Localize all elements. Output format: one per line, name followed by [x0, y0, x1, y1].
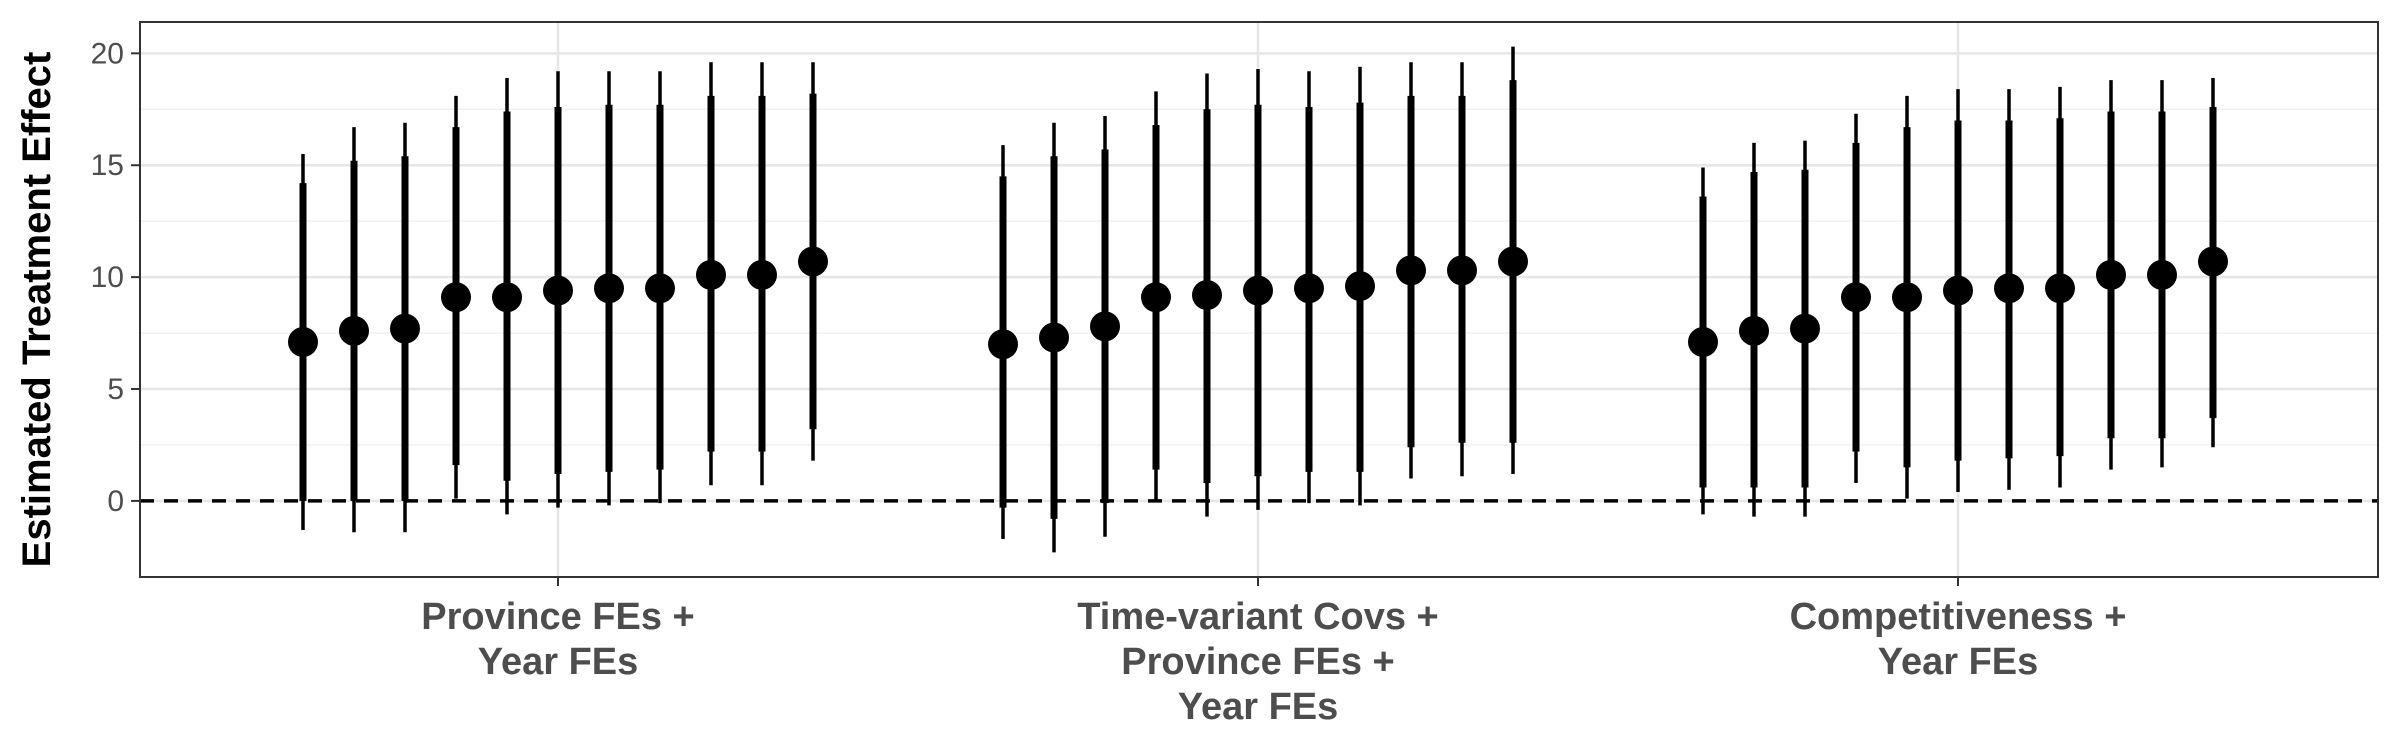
- estimate-point: [1345, 271, 1375, 302]
- x-category-label-line: Province FEs +: [1121, 641, 1395, 683]
- x-category-label: Competitiveness + Year FEs: [1790, 596, 2127, 683]
- x-category-label-line: Year FEs: [1878, 641, 2039, 683]
- estimate-point: [696, 259, 726, 290]
- estimate-point: [2096, 259, 2126, 290]
- y-tick-label: 5: [107, 373, 124, 406]
- marks-layer: [288, 46, 2228, 553]
- estimate-point: [1192, 280, 1222, 311]
- estimate-point: [594, 273, 624, 304]
- estimate-point: [1447, 255, 1477, 286]
- estimate-point: [1994, 273, 2024, 304]
- estimate-point: [2198, 246, 2228, 277]
- estimate-point: [441, 282, 471, 313]
- estimate-point: [1294, 273, 1324, 304]
- estimate-point: [2147, 259, 2177, 290]
- estimate-point: [390, 313, 420, 344]
- estimate-point: [543, 275, 573, 306]
- estimate-point: [1892, 282, 1922, 313]
- estimate-point: [1090, 311, 1120, 342]
- estimate-point: [492, 282, 522, 313]
- x-category-label-line: Province FEs +: [421, 596, 695, 638]
- estimate-point: [288, 327, 318, 358]
- y-tick-label: 0: [107, 485, 124, 518]
- y-tick-label: 10: [91, 261, 124, 294]
- estimate-point: [1790, 313, 1820, 344]
- estimate-point: [1039, 322, 1069, 353]
- estimate-point: [1739, 315, 1769, 346]
- estimate-point: [798, 246, 828, 277]
- estimate-point: [1841, 282, 1871, 313]
- estimate-point: [988, 329, 1018, 360]
- y-tick-label: 20: [91, 37, 124, 70]
- x-category-label-line: Time-variant Covs +: [1077, 596, 1439, 638]
- x-category-label-line: Year FEs: [1178, 686, 1339, 728]
- estimate-point: [1498, 246, 1528, 277]
- estimate-point: [1396, 255, 1426, 286]
- estimate-point: [1688, 327, 1718, 358]
- x-category-label: Time-variant Covs + Province FEs + Year FE…: [1077, 596, 1439, 728]
- estimate-point: [1243, 275, 1273, 306]
- estimate-point: [339, 315, 369, 346]
- estimate-point: [1141, 282, 1171, 313]
- estimate-point: [1943, 275, 1973, 306]
- x-category-label-line: Competitiveness +: [1790, 596, 2127, 638]
- estimate-point: [645, 273, 675, 304]
- estimate-point: [747, 259, 777, 290]
- y-axis-title: Estimated Treatment Effect: [15, 52, 59, 568]
- y-tick-label: 15: [91, 149, 124, 182]
- x-category-label: Province FEs + Year FEs: [421, 596, 695, 683]
- x-category-label-line: Year FEs: [478, 641, 639, 683]
- estimate-point: [2045, 273, 2075, 304]
